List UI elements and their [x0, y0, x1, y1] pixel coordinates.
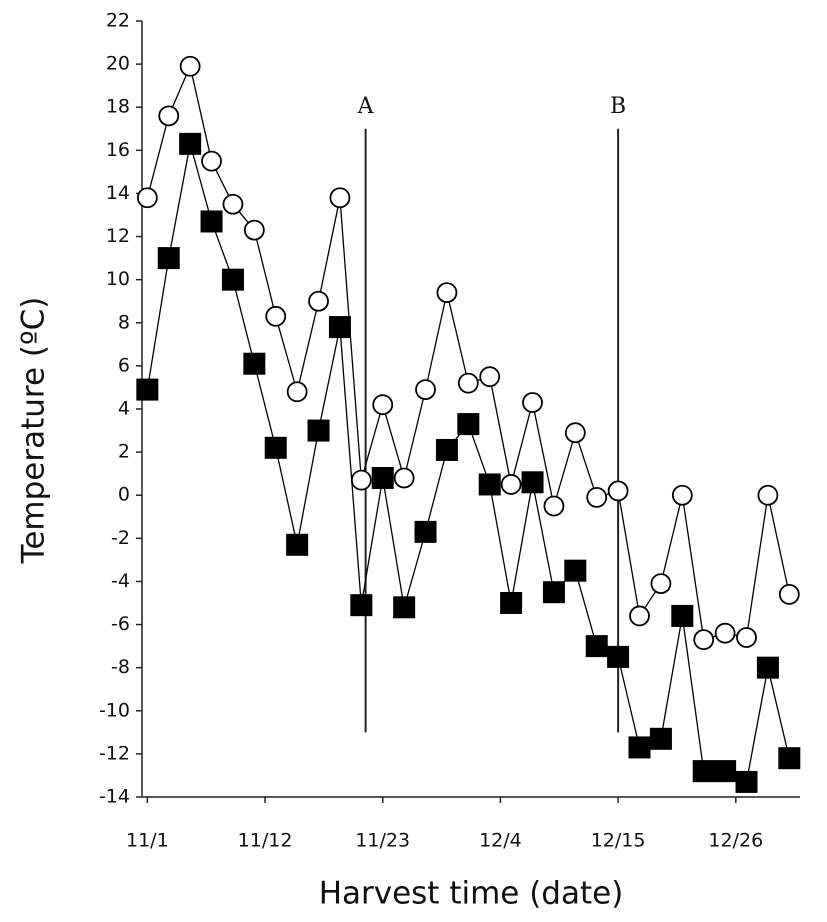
square-marker [521, 471, 544, 494]
y-tick-label: -4 [111, 570, 130, 592]
square-marker [350, 594, 373, 617]
square-marker [649, 727, 672, 750]
y-axis-title: Temperature (ºC) [16, 297, 52, 565]
y-tick-label: -8 [111, 656, 130, 678]
y-tick-label: 12 [106, 225, 130, 247]
circle-marker [564, 422, 586, 444]
y-tick-label: 2 [118, 441, 130, 463]
y-tick-label: 6 [118, 354, 130, 376]
circle-marker [415, 379, 436, 401]
square-marker [671, 604, 694, 627]
square-marker [243, 352, 266, 375]
circle-marker [693, 629, 715, 651]
circle-marker [586, 486, 608, 508]
circle-marker [436, 282, 458, 304]
circle-marker [736, 627, 757, 648]
x-tick-label: 11/12 [238, 830, 293, 852]
y-tick-label: 10 [106, 268, 130, 290]
y-tick-label: 8 [118, 311, 130, 333]
circle-marker [372, 394, 394, 416]
y-tick-label: 0 [118, 484, 130, 506]
circle-marker [650, 573, 672, 594]
circle-marker [393, 467, 415, 489]
square-marker [328, 316, 351, 339]
circle-marker [243, 219, 265, 241]
square-marker [286, 533, 309, 556]
square-marker [371, 466, 394, 489]
square-marker [307, 419, 330, 442]
square-marker [756, 656, 779, 679]
circle-marker [329, 187, 351, 209]
y-tick-label: 22 [106, 10, 130, 32]
series-line [146, 143, 790, 783]
square-marker [542, 581, 565, 604]
x-tick-label: 12/15 [591, 830, 646, 852]
x-tick-label: 11/23 [355, 830, 410, 852]
circle-marker [286, 381, 308, 403]
square-marker [735, 770, 758, 793]
square-marker [585, 635, 608, 658]
square-marker [157, 247, 180, 270]
square-marker [778, 747, 801, 770]
y-tick-label: -12 [99, 742, 130, 764]
y-tick-label: -2 [111, 527, 130, 549]
y-tick-label: 20 [106, 53, 130, 75]
circle-marker [714, 622, 736, 644]
circle-marker [629, 605, 650, 627]
circle-marker [479, 366, 501, 388]
square-marker [179, 132, 202, 155]
square-marker [393, 596, 416, 619]
circle-marker [757, 484, 779, 506]
circle-marker [778, 583, 800, 605]
circle-marker [201, 150, 222, 172]
square-marker [457, 413, 480, 436]
circle-marker [522, 392, 543, 413]
x-axis-title: Harvest time (date) [319, 876, 624, 912]
x-tick-label: 12/4 [479, 830, 522, 852]
square-marker [136, 378, 159, 401]
y-tick-label: 16 [106, 139, 130, 161]
circle-marker [179, 55, 201, 77]
y-tick-label: -6 [111, 613, 130, 635]
circle-marker [457, 372, 479, 394]
y-tick-label: -14 [99, 786, 130, 808]
x-tick-label: 11/1 [126, 830, 169, 852]
y-tick-label: 4 [118, 398, 130, 420]
circle-marker [222, 193, 244, 215]
square-marker [414, 520, 437, 543]
circle-marker [543, 495, 565, 517]
square-marker [714, 760, 737, 783]
square-marker [628, 736, 651, 759]
annotation-label: A [357, 94, 375, 119]
circle-marker [308, 290, 329, 312]
square-marker [264, 436, 287, 459]
circle-marker [136, 187, 158, 209]
square-marker [607, 645, 630, 668]
square-marker [200, 210, 223, 233]
y-tick-label: 18 [106, 96, 130, 118]
square-marker [564, 559, 587, 582]
square-marker [500, 592, 523, 614]
circle-marker [607, 480, 629, 502]
annotation-label: B [610, 94, 626, 119]
circle-marker [158, 105, 180, 127]
square-marker [435, 438, 458, 461]
square-marker [221, 268, 244, 291]
y-tick-label: -10 [99, 699, 130, 721]
circle-marker [500, 474, 522, 495]
square-marker [478, 473, 501, 496]
circle-marker [265, 305, 287, 327]
x-tick-label: 12/26 [708, 830, 763, 852]
square-marker [692, 760, 715, 783]
circle-marker [671, 484, 693, 506]
y-tick-label: 14 [106, 182, 130, 204]
circle-marker [350, 469, 372, 491]
